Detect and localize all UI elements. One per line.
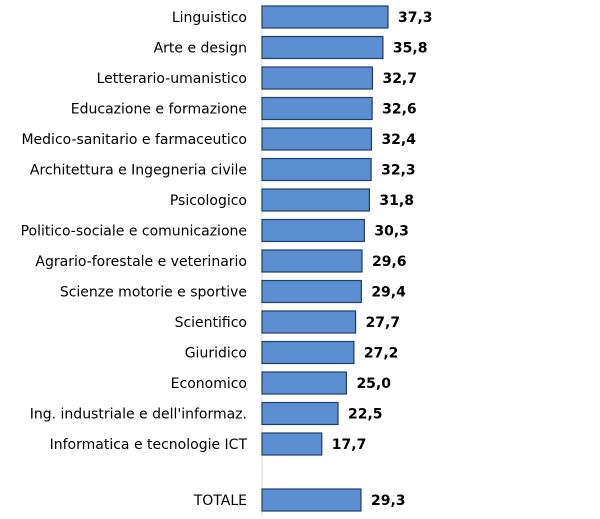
category-label-letterario-umanistico: Letterario-umanistico [97,71,247,87]
bar-linguistico [261,5,389,29]
bar-educazione-e-formazione [261,96,373,121]
value-label-medico-sanitario-e-farmaceutico: 32,4 [381,132,416,148]
category-label-politico-sociale-e-comunicazione: Politico-sociale e comunicazione [21,224,247,240]
value-label-architettura-e-ingegneria-civile: 32,3 [381,163,416,179]
category-label-economico: Economico [171,376,247,392]
bars-group [261,5,389,512]
category-label-psicologico: Psicologico [170,193,247,209]
bar-giuridico [261,340,355,365]
category-label-informatica-e-tecnologie-ict: Informatica e tecnologie ICT [50,437,248,453]
category-label-educazione-e-formazione: Educazione e formazione [71,102,247,118]
value-label-educazione-e-formazione: 32,6 [382,102,417,118]
value-label-agrario-forestale-e-veterinario: 29,6 [372,254,407,270]
bar-architettura-e-ingegneria-civile [261,157,372,182]
category-label-arte-e-design: Arte e design [154,41,247,57]
value-label-scienze-motorie-e-sportive: 29,4 [371,285,406,301]
category-label-scienze-motorie-e-sportive: Scienze motorie e sportive [60,285,247,301]
value-label-giuridico: 27,2 [364,346,399,362]
value-label-scientifico: 27,7 [366,315,401,331]
bar-letterario-umanistico [261,66,374,90]
bar-agrario-forestale-e-veterinario [261,249,363,273]
bar-medico-sanitario-e-farmaceutico [261,127,373,151]
bar-politico-sociale-e-comunicazione [261,218,365,243]
value-label-economico: 25,0 [356,376,391,392]
bar-scientifico [261,310,357,334]
category-label-totale: TOTALE [193,493,247,509]
value-label-arte-e-design: 35,8 [393,41,428,57]
value-label-letterario-umanistico: 32,7 [382,71,417,87]
category-label-giuridico: Giuridico [185,346,247,362]
bar-ing-industriale-e-dell-informaz [261,401,339,426]
category-label-architettura-e-ingegneria-civile: Architettura e Ingegneria civile [30,163,247,179]
value-label-totale: 29,3 [371,493,406,509]
bar-totale [261,488,362,512]
category-label-scientifico: Scientifico [175,315,247,331]
value-label-linguistico: 37,3 [398,10,433,26]
bar-economico [261,371,348,395]
category-label-medico-sanitario-e-farmaceutico: Medico-sanitario e farmaceutico [21,132,247,148]
value-label-politico-sociale-e-comunicazione: 30,3 [374,224,409,240]
value-label-ing-industriale-e-dell-informaz: 22,5 [348,407,383,423]
value-label-psicologico: 31,8 [379,193,414,209]
value-labels-group: 37,3 35,8 32,7 32,6 32,4 32,3 31,8 30,3 29,6 29,4… [332,10,433,509]
bar-arte-e-design [261,35,384,60]
bar-scienze-motorie-e-sportive [261,279,362,304]
bar-psicologico [261,188,371,212]
category-label-linguistico: Linguistico [172,10,247,26]
category-labels-group: Linguistico Arte e design Letterario-umani… [21,10,248,509]
category-label-ing-industriale-e-dell-informaz: Ing. industriale e dell'informaz. [30,407,247,423]
value-label-informatica-e-tecnologie-ict: 17,7 [332,437,367,453]
category-label-agrario-forestale-e-veterinario: Agrario-forestale e veterinario [35,254,247,270]
bar-informatica-e-tecnologie-ict [261,432,323,456]
